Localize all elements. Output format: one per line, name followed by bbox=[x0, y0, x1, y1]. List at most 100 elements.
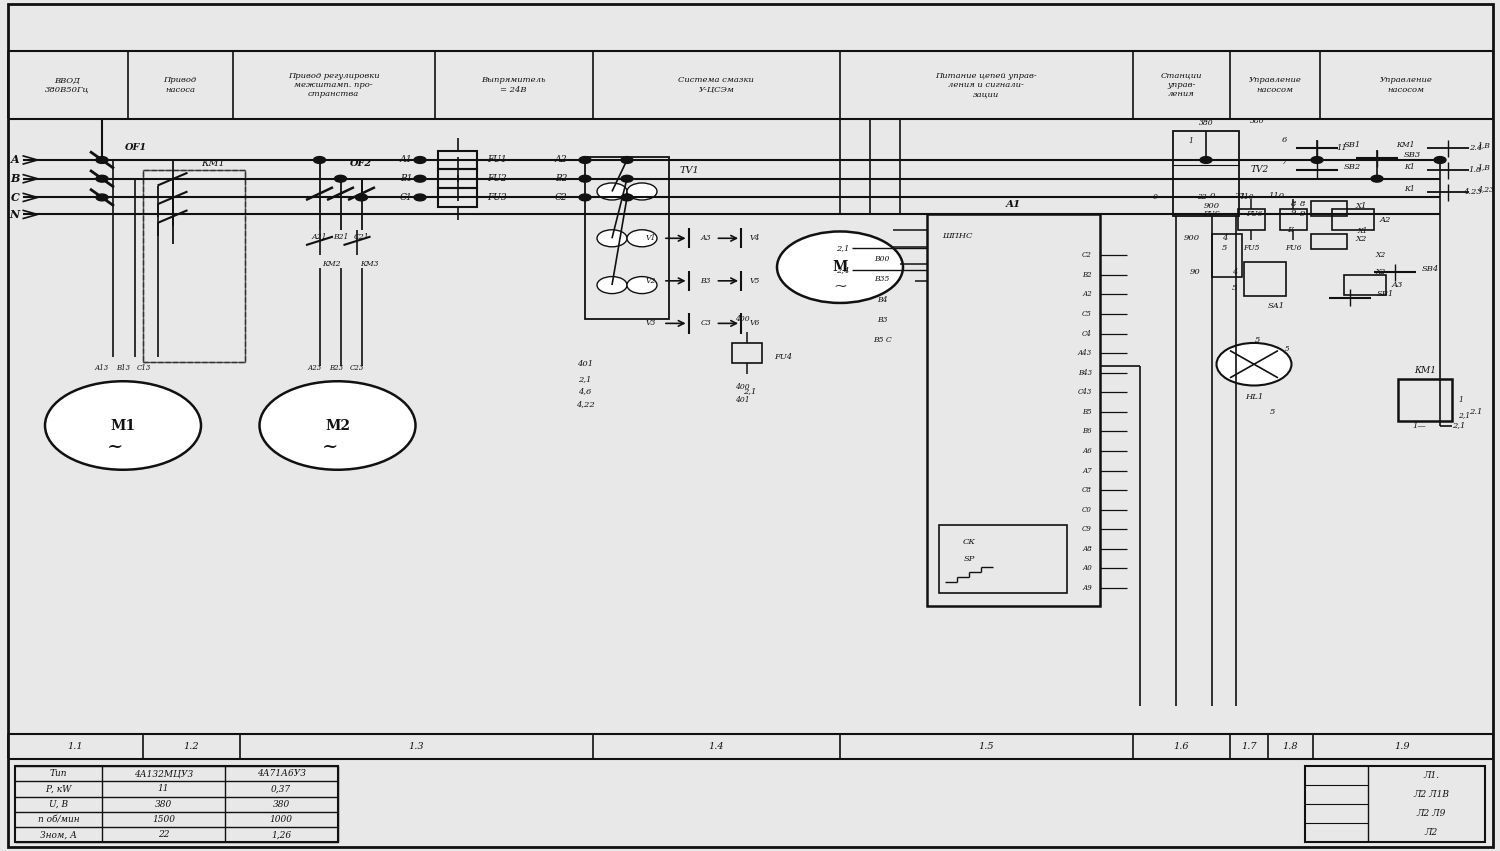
Text: FUS: FUS bbox=[1203, 210, 1221, 219]
Text: 1: 1 bbox=[1458, 396, 1462, 404]
Text: ВВОД
380В50Гц: ВВОД 380В50Гц bbox=[45, 77, 90, 94]
Text: SB2: SB2 bbox=[1344, 163, 1362, 171]
Text: В1: В1 bbox=[400, 174, 412, 183]
Bar bbox=[1344, 275, 1386, 295]
Text: 4,6: 4,6 bbox=[579, 387, 591, 396]
Text: СК: СК bbox=[963, 538, 975, 546]
Text: В4: В4 bbox=[876, 295, 888, 304]
Text: В3: В3 bbox=[876, 316, 888, 324]
Text: SA1: SA1 bbox=[1268, 302, 1284, 311]
Circle shape bbox=[597, 183, 627, 200]
Text: К1: К1 bbox=[1404, 163, 1414, 171]
Text: 1,В: 1,В bbox=[1478, 140, 1491, 149]
Text: 1: 1 bbox=[1188, 137, 1194, 146]
Text: 5: 5 bbox=[1269, 408, 1275, 416]
Text: V2: V2 bbox=[645, 277, 656, 285]
Text: 2.1: 2.1 bbox=[1468, 408, 1482, 416]
Text: A2: A2 bbox=[1380, 215, 1392, 224]
Text: С2: С2 bbox=[1082, 251, 1092, 260]
Text: 1.8: 1.8 bbox=[1468, 166, 1482, 174]
Text: В13: В13 bbox=[116, 363, 130, 372]
Text: SP: SP bbox=[963, 555, 975, 563]
Text: 2.4: 2.4 bbox=[1468, 144, 1482, 152]
Circle shape bbox=[356, 194, 368, 201]
Text: 2,1: 2,1 bbox=[1452, 421, 1466, 430]
Text: К1: К1 bbox=[1404, 185, 1414, 193]
Bar bbox=[1238, 209, 1264, 230]
Bar bbox=[1398, 379, 1452, 421]
Bar bbox=[1311, 201, 1347, 216]
Text: Л2 Л9: Л2 Л9 bbox=[1416, 809, 1446, 819]
Bar bbox=[1280, 209, 1306, 230]
Text: С8: С8 bbox=[1082, 486, 1092, 494]
Circle shape bbox=[597, 230, 627, 247]
Text: 22: 22 bbox=[1197, 193, 1206, 202]
Text: E: E bbox=[1287, 226, 1293, 234]
Text: С23: С23 bbox=[350, 363, 364, 372]
Text: TV2: TV2 bbox=[1251, 165, 1269, 174]
Text: А2: А2 bbox=[1083, 290, 1092, 299]
Text: С4: С4 bbox=[1082, 329, 1092, 338]
Text: А21: А21 bbox=[312, 232, 327, 241]
Circle shape bbox=[627, 277, 657, 294]
Bar bbox=[1212, 234, 1242, 277]
Text: Зном, А: Зном, А bbox=[40, 831, 76, 839]
Text: А7: А7 bbox=[1083, 466, 1092, 475]
Bar bbox=[927, 214, 1100, 606]
Text: В00: В00 bbox=[874, 254, 890, 263]
Text: 22: 22 bbox=[158, 831, 170, 839]
Text: 380: 380 bbox=[154, 800, 172, 808]
Text: 0: 0 bbox=[1209, 191, 1215, 200]
Text: V5: V5 bbox=[750, 277, 760, 285]
Text: 110: 110 bbox=[1239, 193, 1254, 202]
Bar bbox=[15, 766, 338, 842]
Text: 401: 401 bbox=[578, 360, 592, 368]
Text: А8: А8 bbox=[1083, 545, 1092, 553]
Text: 1.6: 1.6 bbox=[1173, 742, 1190, 751]
Text: M1: M1 bbox=[111, 419, 135, 432]
Circle shape bbox=[45, 381, 201, 470]
Text: FU5: FU5 bbox=[1242, 244, 1260, 253]
Text: 8: 8 bbox=[1290, 200, 1296, 208]
Text: ШПНС: ШПНС bbox=[942, 231, 972, 240]
Circle shape bbox=[597, 277, 627, 294]
Text: Тип: Тип bbox=[50, 769, 68, 778]
Text: ~: ~ bbox=[322, 437, 338, 456]
Text: 0,37: 0,37 bbox=[272, 785, 291, 793]
Text: 4.23: 4.23 bbox=[1462, 188, 1482, 197]
Circle shape bbox=[314, 157, 326, 163]
Bar bbox=[939, 525, 1066, 593]
Bar bbox=[142, 170, 244, 362]
Text: А1: А1 bbox=[400, 156, 412, 164]
Text: 2,1: 2,1 bbox=[579, 374, 591, 383]
Text: V1: V1 bbox=[645, 234, 656, 243]
Text: 1.3: 1.3 bbox=[408, 742, 424, 751]
Text: 4: 4 bbox=[1232, 268, 1238, 277]
Text: С2: С2 bbox=[555, 193, 567, 202]
Text: 4А132МЦУ3: 4А132МЦУ3 bbox=[134, 769, 194, 778]
Text: Привод
насоса: Привод насоса bbox=[164, 77, 196, 94]
Text: 900: 900 bbox=[1184, 234, 1200, 243]
Text: С0: С0 bbox=[1082, 505, 1092, 514]
Text: 1.9: 1.9 bbox=[1395, 742, 1410, 751]
Circle shape bbox=[1434, 157, 1446, 163]
Text: А43: А43 bbox=[1077, 349, 1092, 357]
Text: С5: С5 bbox=[1082, 310, 1092, 318]
Text: А13: А13 bbox=[94, 363, 110, 372]
Text: FU1: FU1 bbox=[488, 156, 507, 164]
Text: 0: 0 bbox=[1154, 193, 1158, 202]
Text: 9: 9 bbox=[1299, 210, 1305, 219]
Circle shape bbox=[579, 194, 591, 201]
Text: 1.4: 1.4 bbox=[708, 742, 724, 751]
Text: N: N bbox=[9, 209, 20, 220]
Circle shape bbox=[579, 157, 591, 163]
Text: 1.8: 1.8 bbox=[1282, 742, 1298, 751]
Text: 900: 900 bbox=[1204, 202, 1219, 210]
Circle shape bbox=[414, 194, 426, 201]
Circle shape bbox=[96, 175, 108, 182]
Text: X2: X2 bbox=[1376, 268, 1386, 277]
Text: 5: 5 bbox=[1232, 283, 1238, 292]
Bar bbox=[142, 170, 244, 362]
Text: 1,26: 1,26 bbox=[272, 831, 291, 839]
Circle shape bbox=[1200, 157, 1212, 163]
